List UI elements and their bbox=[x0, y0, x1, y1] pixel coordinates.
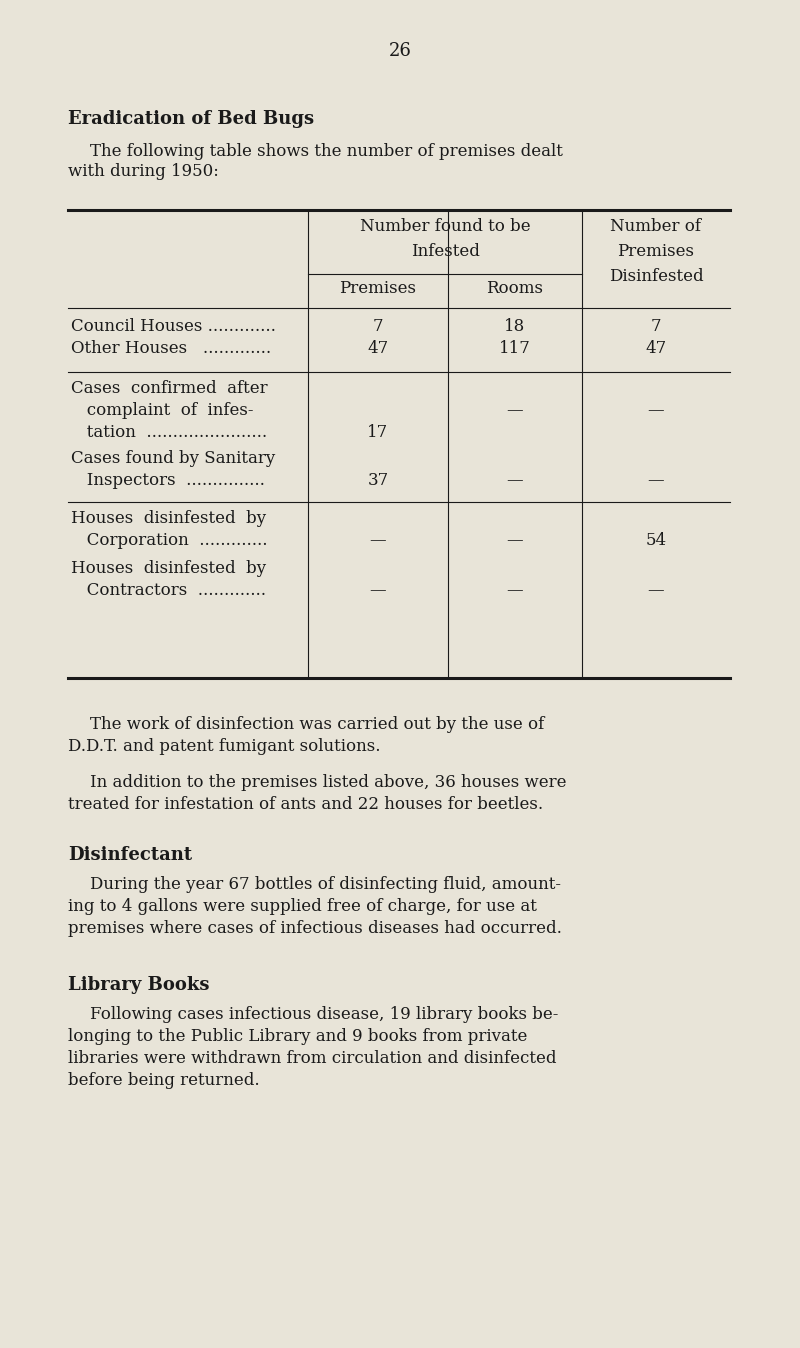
Text: Cases  confirmed  after: Cases confirmed after bbox=[71, 380, 268, 398]
Text: Other Houses   .............: Other Houses ............. bbox=[71, 340, 271, 357]
Text: Inspectors  ...............: Inspectors ............... bbox=[71, 472, 265, 489]
Text: 54: 54 bbox=[646, 532, 666, 549]
Text: 26: 26 bbox=[389, 42, 411, 61]
Text: Number of
Premises
Disinfested: Number of Premises Disinfested bbox=[609, 218, 703, 284]
Text: premises where cases of infectious diseases had occurred.: premises where cases of infectious disea… bbox=[68, 919, 562, 937]
Text: In addition to the premises listed above, 36 houses were: In addition to the premises listed above… bbox=[90, 774, 566, 791]
Text: Disinfectant: Disinfectant bbox=[68, 847, 192, 864]
Text: Number found to be
Infested: Number found to be Infested bbox=[360, 218, 530, 260]
Text: with during 1950:: with during 1950: bbox=[68, 163, 219, 181]
Text: 18: 18 bbox=[504, 318, 526, 336]
Text: During the year 67 bottles of disinfecting fluid, amount-: During the year 67 bottles of disinfecti… bbox=[90, 876, 561, 892]
Text: libraries were withdrawn from circulation and disinfected: libraries were withdrawn from circulatio… bbox=[68, 1050, 557, 1068]
Text: —: — bbox=[506, 582, 523, 599]
Text: —: — bbox=[648, 472, 664, 489]
Text: ing to 4 gallons were supplied free of charge, for use at: ing to 4 gallons were supplied free of c… bbox=[68, 898, 537, 915]
Text: complaint  of  infes-: complaint of infes- bbox=[71, 402, 254, 419]
Text: 7: 7 bbox=[373, 318, 383, 336]
Text: Rooms: Rooms bbox=[486, 280, 543, 297]
Text: Council Houses .............: Council Houses ............. bbox=[71, 318, 276, 336]
Text: Contractors  .............: Contractors ............. bbox=[71, 582, 266, 599]
Text: D.D.T. and patent fumigant solutions.: D.D.T. and patent fumigant solutions. bbox=[68, 737, 381, 755]
Text: 47: 47 bbox=[367, 340, 389, 357]
Text: —: — bbox=[648, 402, 664, 419]
Text: tation  .......................: tation ....................... bbox=[71, 425, 267, 441]
Text: —: — bbox=[370, 582, 386, 599]
Text: 17: 17 bbox=[367, 425, 389, 441]
Text: 117: 117 bbox=[499, 340, 531, 357]
Text: Following cases infectious disease, 19 library books be-: Following cases infectious disease, 19 l… bbox=[90, 1006, 558, 1023]
Text: —: — bbox=[370, 532, 386, 549]
Text: The following table shows the number of premises dealt: The following table shows the number of … bbox=[90, 143, 563, 160]
Text: Houses  disinfested  by: Houses disinfested by bbox=[71, 510, 266, 527]
Text: —: — bbox=[506, 472, 523, 489]
Text: 47: 47 bbox=[646, 340, 666, 357]
Text: —: — bbox=[648, 582, 664, 599]
Text: Premises: Premises bbox=[339, 280, 417, 297]
Text: longing to the Public Library and 9 books from private: longing to the Public Library and 9 book… bbox=[68, 1029, 527, 1045]
Text: —: — bbox=[506, 532, 523, 549]
Text: before being returned.: before being returned. bbox=[68, 1072, 260, 1089]
Text: Corporation  .............: Corporation ............. bbox=[71, 532, 267, 549]
Text: Eradication of Bed Bugs: Eradication of Bed Bugs bbox=[68, 111, 314, 128]
Text: Houses  disinfested  by: Houses disinfested by bbox=[71, 559, 266, 577]
Text: The work of disinfection was carried out by the use of: The work of disinfection was carried out… bbox=[90, 716, 544, 733]
Text: treated for infestation of ants and 22 houses for beetles.: treated for infestation of ants and 22 h… bbox=[68, 797, 543, 813]
Text: 7: 7 bbox=[650, 318, 662, 336]
Text: —: — bbox=[506, 402, 523, 419]
Text: Library Books: Library Books bbox=[68, 976, 210, 993]
Text: Cases found by Sanitary: Cases found by Sanitary bbox=[71, 450, 275, 466]
Text: 37: 37 bbox=[367, 472, 389, 489]
